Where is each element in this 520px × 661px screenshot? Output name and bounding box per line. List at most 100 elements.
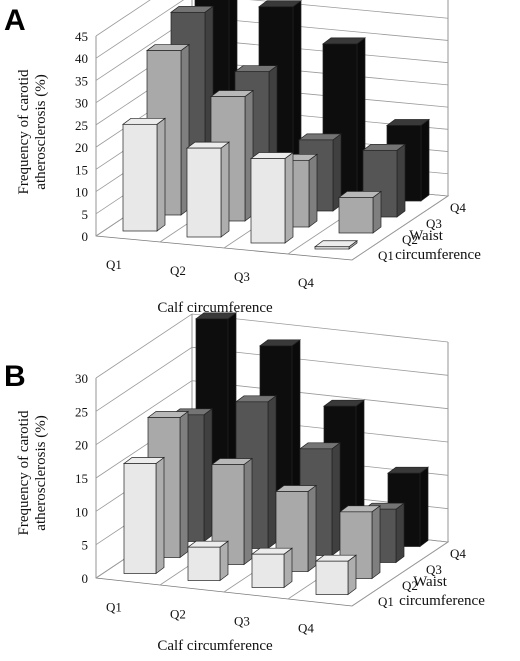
x-tick-label: Q4 — [298, 621, 314, 636]
depth-tick-label: Q2 — [402, 578, 418, 593]
bar — [250, 547, 294, 589]
bar-side-face — [179, 410, 189, 559]
x-axis-title: Calf circumference — [157, 638, 273, 654]
depth-tick-label: Q4 — [450, 546, 466, 561]
bar-top-face — [121, 117, 167, 125]
bar — [249, 151, 295, 244]
panel-b-chart: 0 5 10 15 20 25 30 Q1 Q2 Q3 Q4 Q1 Q2 Q3 Q4 B Calf circum… — [4, 312, 485, 654]
panel-letter: B — [4, 360, 26, 393]
depth-tick-label: Q3 — [426, 562, 442, 577]
x-tick-label: Q3 — [234, 269, 250, 284]
depth-axis-title: Waist circumference — [395, 228, 481, 263]
bar-side-face — [307, 484, 317, 573]
bar-front-face — [186, 147, 222, 238]
bar-side-face — [371, 505, 381, 580]
bar-front-face — [123, 463, 157, 574]
y-tick-label: 10 — [75, 504, 88, 519]
bar-top-face — [249, 152, 295, 159]
bar-side-face — [372, 190, 382, 234]
bar-side-face — [331, 442, 341, 557]
bar-side-face — [267, 395, 277, 550]
floor-gridline — [351, 195, 449, 261]
y-tick-label: 30 — [75, 371, 88, 386]
bar-side-face — [395, 502, 405, 564]
bar — [314, 554, 358, 596]
bar-side-face — [420, 118, 430, 202]
bar-top-face — [321, 37, 367, 45]
y-tick-label: 30 — [75, 96, 88, 111]
y-tick-label: 25 — [75, 404, 88, 419]
depth-tick-label: Q4 — [450, 200, 466, 215]
x-tick-label: Q3 — [234, 614, 250, 629]
depth-tick-label: Q2 — [402, 232, 418, 247]
y-tick-label: 35 — [75, 73, 88, 88]
bar-front-face — [187, 546, 221, 581]
y-tick-label: 20 — [75, 140, 88, 155]
gridline — [95, 313, 449, 379]
bar-front-face — [338, 197, 374, 234]
bar-top-face — [145, 44, 191, 51]
bar-top-face — [185, 141, 231, 149]
bar-top-face — [233, 65, 279, 73]
bar-top-face — [313, 240, 359, 248]
y-tick-label: 25 — [75, 118, 88, 133]
y-tick-label: 5 — [82, 538, 89, 553]
bar-front-face — [250, 158, 286, 244]
y-tick-label: 40 — [75, 51, 88, 66]
bar-top-face — [385, 119, 431, 126]
bar-top-face — [297, 133, 343, 141]
bar — [121, 117, 167, 232]
bar-top-face — [169, 5, 215, 13]
bar-side-face — [308, 153, 318, 228]
bar-top-face — [209, 90, 255, 97]
y-tick-label: 0 — [82, 229, 89, 244]
y-tick-label: 5 — [82, 207, 89, 222]
bar-front-face — [314, 246, 350, 250]
bar-side-face — [219, 540, 229, 582]
bar-front-face — [315, 560, 349, 595]
x-tick-label: Q1 — [106, 257, 122, 272]
depth-tick-label: Q1 — [378, 248, 394, 263]
bar-top-face — [361, 143, 407, 151]
y-tick-label: 45 — [75, 29, 88, 44]
panel-a-chart: 0 5 10 15 20 25 30 35 40 45 Q1 Q2 Q3 Q4 Q1 Q2 Q3 Q4 A Calf … — [4, 0, 481, 316]
bar — [122, 456, 166, 575]
gridline — [95, 0, 449, 59]
y-axis-title: Frequency of carotidatherosclerosis (%) — [16, 410, 49, 535]
x-tick-label: Q4 — [298, 275, 314, 290]
y-tick-label: 0 — [82, 571, 89, 586]
bar — [186, 540, 230, 582]
bar-side-face — [396, 143, 406, 218]
bar — [313, 240, 359, 250]
bar-side-face — [155, 456, 165, 575]
y-axis-title: Frequency of carotidatherosclerosis (%) — [16, 69, 49, 194]
depth-axis-title: Waist circumference — [399, 574, 485, 609]
bar-side-face — [284, 151, 294, 244]
floor-gridline — [351, 541, 449, 607]
bar — [185, 141, 231, 238]
x-tick-label: Q2 — [170, 263, 186, 278]
bar-side-face — [203, 408, 213, 543]
bar-side-face — [220, 141, 230, 238]
y-tick-label: 10 — [75, 185, 88, 200]
bar-side-face — [283, 547, 293, 589]
bar-front-face — [122, 123, 158, 232]
depth-tick-label: Q3 — [426, 216, 442, 231]
bar-side-face — [156, 117, 166, 232]
x-tick-label: Q1 — [106, 600, 122, 615]
bar-side-face — [419, 466, 429, 548]
bar — [337, 190, 383, 234]
bar-top-face — [257, 0, 303, 8]
x-tick-label: Q2 — [170, 607, 186, 622]
y-tick-label: 20 — [75, 438, 88, 453]
x-axis-title: Calf circumference — [157, 300, 273, 316]
gridline — [95, 0, 151, 37]
bar-side-face — [347, 554, 357, 596]
depth-tick-label: Q1 — [378, 594, 394, 609]
bar-side-face — [243, 457, 253, 566]
y-tick-label: 15 — [75, 162, 88, 177]
bar-top-face — [337, 191, 383, 198]
bar — [274, 484, 318, 573]
